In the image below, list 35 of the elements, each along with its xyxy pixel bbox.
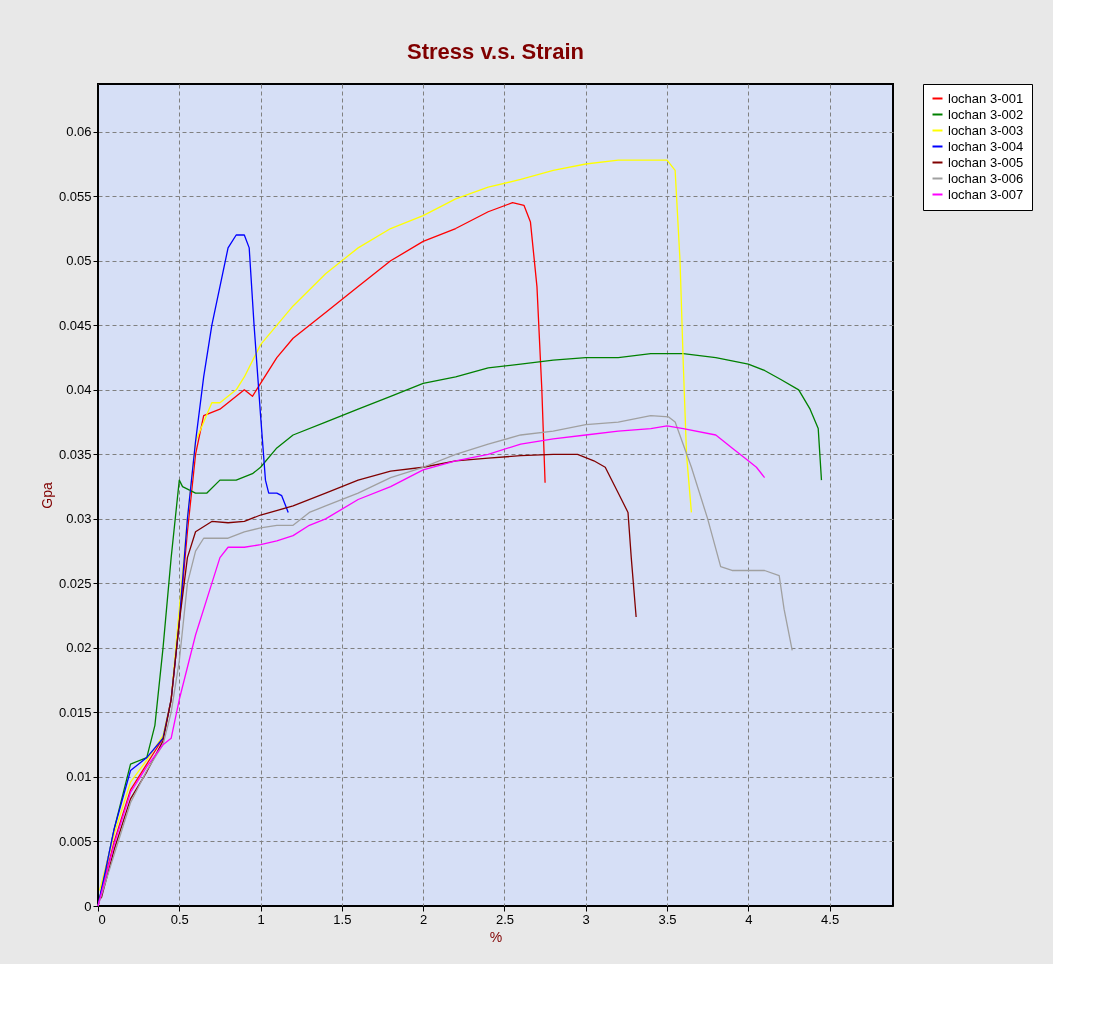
y-tick-label: 0.03 bbox=[66, 511, 92, 527]
y-tick-label: 0.02 bbox=[66, 640, 92, 656]
legend-label: lochan 3-005 bbox=[948, 154, 1024, 170]
y-tick-label: 0.04 bbox=[66, 382, 92, 398]
legend-label: lochan 3-001 bbox=[948, 90, 1024, 106]
legend-label: lochan 3-004 bbox=[948, 138, 1024, 154]
line-series bbox=[98, 159, 693, 892]
y-tick-label: 0.05 bbox=[66, 253, 92, 269]
y-tick-label: 0.025 bbox=[58, 575, 92, 591]
x-tick-label: 4.5 bbox=[821, 911, 840, 927]
y-tick-label: 0.015 bbox=[58, 704, 92, 720]
chart-title: Stress v.s. Strain bbox=[407, 38, 584, 64]
legend-label: lochan 3-007 bbox=[948, 186, 1024, 202]
y-tick-label: 0.06 bbox=[66, 124, 92, 140]
x-tick-label: 0 bbox=[98, 911, 106, 927]
y-axis-title: Gpa bbox=[38, 482, 55, 509]
x-tick-label: 0.5 bbox=[170, 911, 189, 927]
x-tick-label: 4 bbox=[745, 911, 753, 927]
legend-label: lochan 3-006 bbox=[948, 170, 1024, 186]
x-tick-label: 1.5 bbox=[333, 911, 352, 927]
line-series bbox=[100, 453, 637, 899]
legend-label: lochan 3-002 bbox=[948, 106, 1024, 122]
x-tick-label: 3.5 bbox=[658, 911, 677, 927]
legend-label: lochan 3-003 bbox=[948, 122, 1024, 138]
x-tick-label: 1 bbox=[257, 911, 265, 927]
x-tick-label: 2.5 bbox=[495, 911, 514, 927]
y-tick-label: 0.01 bbox=[66, 769, 92, 785]
y-tick-label: 0.055 bbox=[58, 188, 92, 204]
x-tick-label: 2 bbox=[420, 911, 428, 927]
y-tick-label: 0 bbox=[84, 898, 92, 914]
x-tick-label: 3 bbox=[582, 911, 590, 927]
x-axis-title: % bbox=[489, 928, 503, 945]
y-tick-label: 0.005 bbox=[58, 833, 92, 849]
y-tick-label: 0.035 bbox=[58, 446, 92, 462]
y-tick-label: 0.045 bbox=[58, 317, 92, 333]
